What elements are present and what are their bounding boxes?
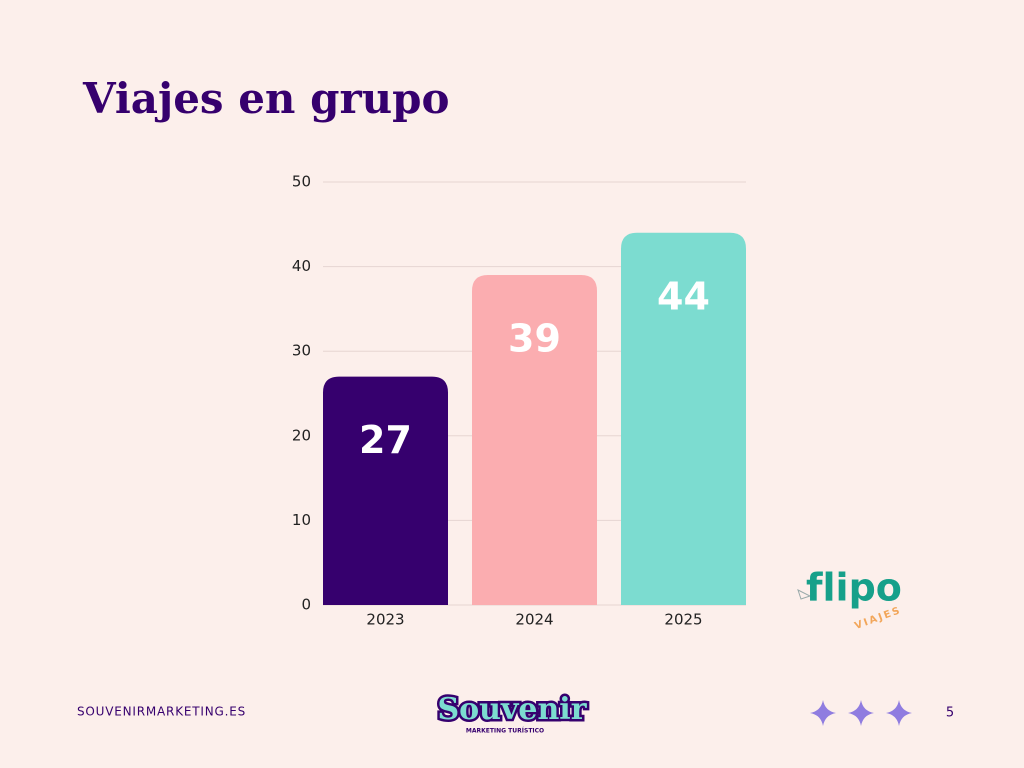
- x-tick-label: 2025: [664, 611, 702, 629]
- value-label: 44: [657, 274, 710, 318]
- chart-title: Viajes en grupo: [82, 74, 450, 123]
- website: SOUVENIRMARKETING.ES: [77, 705, 246, 719]
- page-number: 5: [946, 706, 954, 721]
- bar: [472, 275, 597, 605]
- y-tick-label: 30: [292, 342, 311, 360]
- logo-plane: [797, 589, 812, 600]
- bar: [621, 232, 746, 605]
- y-tick-label: 50: [292, 173, 311, 191]
- bar: [323, 376, 448, 605]
- souvenir-sub: MARKETING TURÍSTICO: [466, 727, 544, 735]
- y-tick-label: 10: [292, 511, 311, 529]
- star: [810, 700, 836, 726]
- value-label: 27: [359, 418, 412, 462]
- stars: [810, 700, 912, 726]
- y-tick-label: 20: [292, 426, 311, 444]
- x-tick-label: 2023: [366, 611, 404, 629]
- y-tick-label: 40: [292, 257, 311, 275]
- star: [848, 700, 874, 726]
- star: [886, 700, 912, 726]
- plot: 0 10 20 30 40 50 2023 27 2024 39 2025 44: [292, 173, 746, 629]
- x-tick-label: 2024: [515, 611, 553, 629]
- y-tick-label: 0: [301, 596, 311, 614]
- souvenir-logo: Souvenir: [437, 692, 587, 727]
- flipo-logo: flipo: [806, 566, 902, 610]
- value-label: 39: [508, 317, 561, 361]
